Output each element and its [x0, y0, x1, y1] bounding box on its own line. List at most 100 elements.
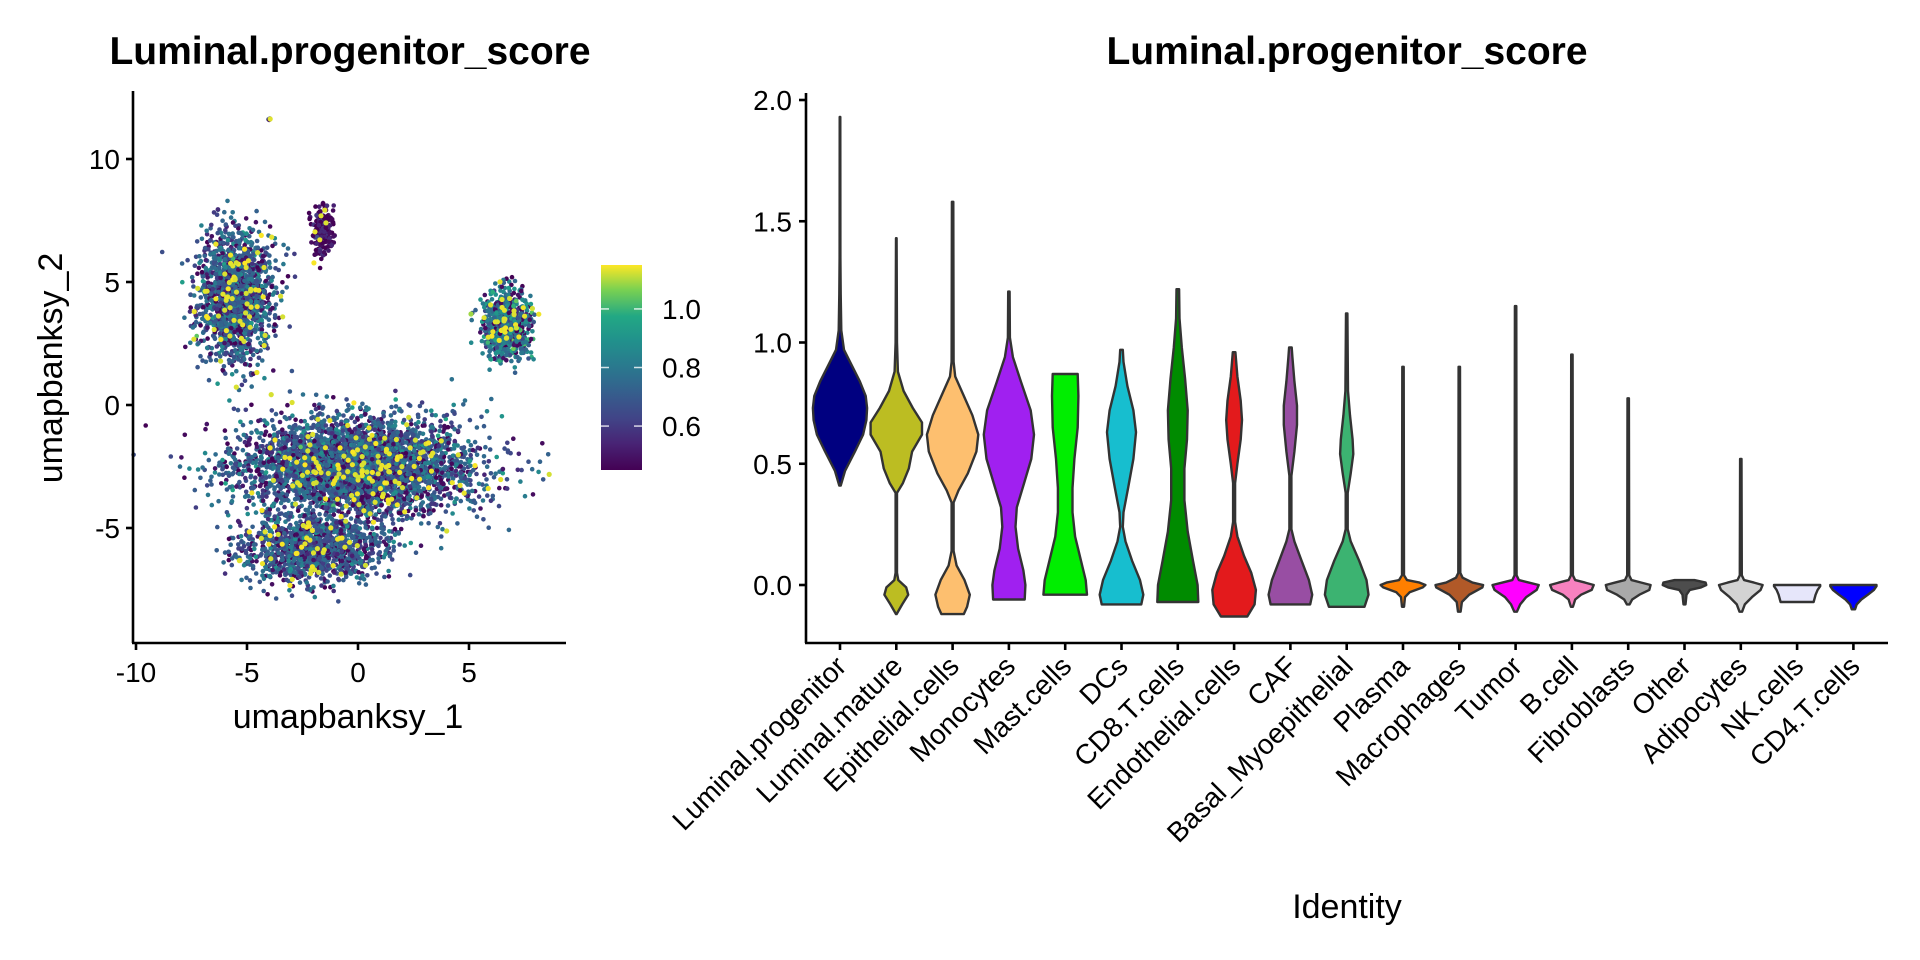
- umap-point: [530, 492, 536, 497]
- umap-point: [418, 503, 424, 509]
- umap-point: [468, 452, 474, 458]
- umap-point: [359, 552, 365, 557]
- umap-point: [247, 442, 252, 447]
- umap-point: [444, 431, 450, 437]
- umap-point: [318, 564, 324, 570]
- umap-point: [381, 414, 387, 419]
- umap-point: [467, 472, 472, 478]
- umap-point: [244, 505, 250, 511]
- umap-point: [217, 460, 222, 466]
- umap-point: [314, 241, 319, 246]
- umap-point: [298, 418, 304, 424]
- umap-point: [363, 525, 369, 530]
- umap-point: [317, 511, 322, 517]
- umap-point: [496, 503, 502, 509]
- umap-point: [447, 454, 452, 460]
- umap-point: [321, 202, 326, 207]
- umap-point: [288, 545, 294, 550]
- umap-point: [327, 513, 333, 519]
- umap-point: [331, 512, 337, 517]
- umap-point: [361, 576, 367, 582]
- umap-point: [317, 536, 322, 542]
- umap-point: [393, 388, 398, 394]
- umap-point: [353, 456, 358, 461]
- umap-point: [451, 443, 457, 448]
- umap-point: [143, 423, 148, 428]
- umap-point: [215, 524, 220, 530]
- umap-point: [474, 452, 480, 458]
- umap-point: [214, 548, 219, 553]
- umap-point: [320, 561, 326, 566]
- umap-point: [478, 506, 483, 511]
- umap-point: [450, 476, 456, 481]
- umap-point: [316, 442, 321, 447]
- umap-point: [363, 411, 368, 417]
- umap-point: [220, 472, 226, 478]
- umap-point: [407, 572, 413, 578]
- umap-point: [344, 397, 349, 402]
- umap-point: [346, 556, 352, 561]
- umap-point: [439, 534, 444, 539]
- umap-point: [209, 482, 214, 487]
- umap-point: [348, 516, 354, 521]
- umap-point: [243, 532, 249, 537]
- umap-point: [389, 404, 394, 410]
- umap-point: [331, 588, 337, 594]
- umap-point: [313, 204, 318, 209]
- umap-point: [288, 538, 294, 544]
- umap-point: [299, 531, 305, 536]
- umap-point: [251, 502, 256, 507]
- umap-point: [471, 508, 477, 513]
- umap-point: [479, 414, 484, 420]
- umap-point: [243, 550, 249, 556]
- umap-point: [314, 212, 319, 218]
- umap-point: [391, 544, 397, 550]
- umap-point: [327, 573, 333, 578]
- umap-point: [238, 419, 243, 425]
- umap-point: [312, 523, 317, 529]
- umap-point: [313, 406, 319, 412]
- umap-point: [361, 532, 367, 538]
- umap-point: [349, 528, 355, 533]
- umap-point: [277, 419, 283, 425]
- umap-point: [476, 494, 482, 499]
- umap-point: [391, 548, 397, 553]
- umap-point: [331, 506, 336, 512]
- umap-point: [458, 464, 463, 469]
- umap-point: [416, 512, 422, 517]
- umap-point: [390, 521, 396, 526]
- umap-point: [224, 510, 230, 515]
- umap-point: [338, 527, 344, 533]
- umap-point: [330, 208, 336, 213]
- umap-point: [264, 552, 269, 557]
- umap-point: [365, 573, 370, 578]
- umap-point: [325, 563, 331, 568]
- umap-point: [206, 457, 212, 463]
- umap-point: [253, 475, 258, 481]
- umap-point: [522, 493, 528, 499]
- umap-point: [222, 550, 228, 555]
- umap-point: [353, 550, 358, 556]
- umap-point: [485, 493, 490, 498]
- umap-point: [253, 571, 259, 576]
- umap-point: [335, 551, 340, 557]
- umap-point: [323, 245, 328, 250]
- umap-point: [245, 559, 250, 565]
- umap-point: [258, 553, 263, 558]
- umap-point: [284, 492, 290, 497]
- umap-point: [254, 559, 259, 564]
- umap-point: [242, 439, 248, 445]
- umap-point: [229, 556, 235, 561]
- umap-point: [481, 460, 487, 465]
- umap-point: [263, 536, 269, 541]
- umap-point: [275, 507, 281, 512]
- umap-point: [198, 475, 203, 481]
- umap-point: [263, 566, 269, 571]
- umap-point: [376, 543, 381, 549]
- umap-point: [455, 428, 461, 434]
- umap-point: [435, 433, 441, 439]
- umap-point: [182, 475, 187, 481]
- umap-point: [304, 563, 310, 569]
- umap-point: [438, 477, 444, 483]
- umap-point: [383, 552, 388, 557]
